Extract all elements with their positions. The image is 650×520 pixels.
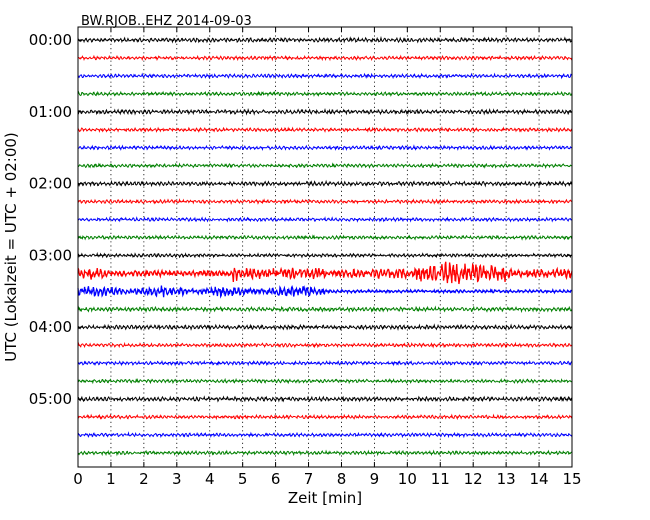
x-tick-label: 9 (370, 470, 380, 488)
y-tick-label: 04:00 (29, 318, 72, 336)
x-tick-label: 4 (205, 470, 215, 488)
trace-line-0315 (77, 261, 573, 285)
trace-line-0445 (77, 377, 573, 385)
trace-line-0300 (77, 251, 573, 259)
y-tick-label: 03:00 (29, 246, 72, 264)
trace-line-0530 (77, 431, 573, 439)
trace-line-0500 (77, 395, 573, 403)
x-tick-label: 5 (238, 470, 248, 488)
trace-line-0515 (77, 413, 573, 421)
y-axis-label: UTC (Lokalzeit = UTC + 02:00) (2, 132, 20, 362)
trace-line-0400 (77, 323, 573, 332)
x-axis-label: Zeit [min] (288, 489, 362, 507)
x-tick-label: 11 (431, 470, 450, 488)
x-tick-label: 12 (464, 470, 483, 488)
y-tick-label: 01:00 (29, 103, 72, 121)
trace-line-0430 (77, 359, 573, 367)
trace-line-0545 (77, 449, 573, 457)
x-tick-label: 14 (530, 470, 549, 488)
plot-frame (77, 26, 573, 468)
x-tick-label: 0 (73, 470, 83, 488)
trace-line-0245 (77, 234, 573, 241)
trace-line-0000 (77, 35, 573, 44)
trace-line-0100 (77, 107, 573, 116)
x-tick-label: 2 (139, 470, 149, 488)
chart-title: BW.RJOB..EHZ 2014-09-03 (81, 14, 252, 29)
x-tick-label: 8 (337, 470, 347, 488)
x-tick-label: 6 (271, 470, 281, 488)
x-tick-label: 3 (172, 470, 182, 488)
trace-line-0145 (77, 162, 573, 170)
trace-line-0415 (77, 341, 573, 349)
trace-line-0215 (77, 198, 573, 205)
trace-line-0345 (77, 305, 573, 314)
trace-line-0200 (77, 179, 573, 188)
x-tick-label: 1 (106, 470, 116, 488)
tick-layer: 0 1 2 3 4 5 6 7 8 9 10 11 12 13 14 1500:0001:0002:0003:… (29, 27, 582, 488)
trace-line-0030 (77, 72, 573, 80)
trace-line-0045 (77, 90, 573, 97)
trace-layer (77, 35, 573, 457)
x-tick-label: 15 (562, 470, 581, 488)
x-tick-label: 10 (398, 470, 417, 488)
trace-line-0015 (77, 54, 573, 62)
trace-line-0130 (77, 144, 573, 152)
x-tick-label: 7 (304, 470, 314, 488)
trace-line-0330 (77, 284, 573, 299)
y-tick-label: 00:00 (29, 31, 72, 49)
y-tick-label: 02:00 (29, 175, 72, 193)
trace-line-0115 (77, 126, 573, 134)
x-tick-label: 13 (497, 470, 516, 488)
y-tick-label: 05:00 (29, 390, 72, 408)
trace-line-0230 (77, 216, 573, 223)
